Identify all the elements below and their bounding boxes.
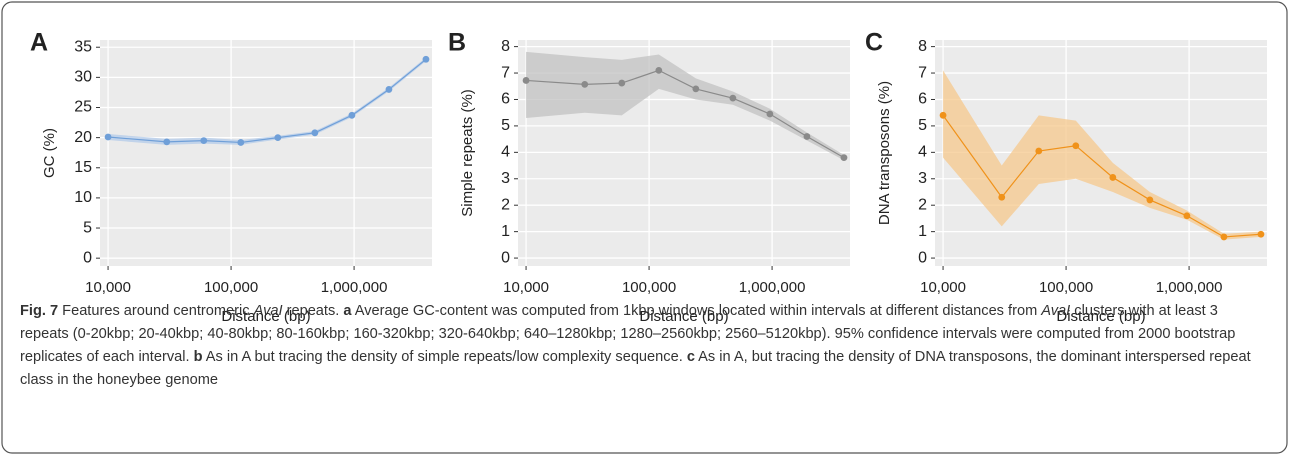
y-tick-label: 30 (74, 69, 92, 86)
point (385, 86, 393, 93)
point (422, 55, 430, 63)
y-tick-label: 8 (918, 38, 927, 55)
caption-run: AvaI (253, 303, 283, 319)
caption-run: As in A but tracing the density of simpl… (202, 349, 687, 365)
confidence-band (943, 70, 1261, 240)
caption-run: Fig. 7 (20, 303, 59, 319)
x-tick-label: 1,000,000 (321, 279, 388, 296)
x-tick-label: 100,000 (204, 279, 258, 296)
x-tick-label: 1,000,000 (1156, 279, 1223, 296)
x-axis-label: Distance (bp) (1056, 308, 1145, 325)
x-tick-label: 1,000,000 (739, 279, 806, 296)
x-axis-label: Distance (bp) (639, 308, 728, 325)
point (522, 77, 530, 84)
point (348, 111, 356, 119)
x-tick-label: 100,000 (1039, 279, 1093, 296)
point (1035, 147, 1043, 155)
point (840, 154, 848, 162)
point (237, 139, 245, 146)
caption-run: b (193, 349, 203, 365)
y-tick-label: 4 (918, 144, 927, 161)
point (311, 129, 319, 137)
point (581, 81, 589, 88)
point (766, 110, 774, 118)
y-tick-label: 3 (501, 170, 510, 187)
point (803, 133, 811, 140)
y-tick-label: 20 (74, 129, 92, 146)
y-tick-label: 1 (918, 223, 927, 240)
caption: Fig. 7 Features around centromeric AvaI … (20, 300, 1270, 392)
x-tick-label: 10,000 (503, 279, 549, 296)
y-tick-label: 6 (501, 91, 510, 108)
caption-run: AvaI (1041, 303, 1071, 319)
point (104, 133, 112, 141)
caption-run: Average GC-content was computed from 1kb… (351, 303, 1042, 319)
y-tick-label: 6 (918, 91, 927, 108)
point (1257, 230, 1265, 238)
y-tick-label: 10 (74, 189, 92, 206)
y-tick-label: 7 (501, 64, 510, 81)
point (692, 85, 700, 93)
y-tick-label: 5 (83, 219, 92, 236)
caption-run: a (343, 303, 352, 319)
caption-run: Features around centromeric (58, 303, 254, 319)
point (729, 94, 737, 102)
point (1109, 174, 1117, 181)
point (618, 79, 626, 87)
y-tick-label: 4 (501, 144, 510, 161)
panel-label: B (448, 29, 466, 57)
caption-run: As in A, but tracing the density of DNA … (20, 349, 1251, 388)
y-tick-label: 25 (74, 99, 92, 116)
point (274, 134, 282, 142)
x-tick-label: 100,000 (622, 279, 676, 296)
y-tick-label: 2 (501, 196, 510, 213)
y-tick-label: 2 (918, 196, 927, 213)
plot-background (100, 40, 432, 266)
point (655, 66, 663, 74)
point (1146, 196, 1154, 204)
y-tick-label: 0 (83, 249, 92, 266)
point (200, 137, 208, 145)
caption-run: clusters with at least 3 repeats (0-20kb… (20, 303, 1236, 365)
caption-run: c (686, 349, 695, 365)
y-tick-label: 7 (918, 64, 927, 81)
point (939, 111, 947, 119)
y-tick-label: 0 (501, 249, 510, 266)
caption-run: repeats. (282, 303, 344, 319)
y-tick-label: 5 (501, 117, 510, 134)
point (1220, 233, 1228, 241)
x-tick-label: 10,000 (85, 279, 131, 296)
y-tick-label: 3 (918, 170, 927, 187)
y-tick-label: 35 (74, 38, 92, 55)
panel-label: A (30, 29, 48, 57)
point (998, 193, 1006, 201)
y-axis-label: DNA transposons (%) (876, 81, 893, 225)
y-tick-label: 15 (74, 159, 92, 176)
panel-label: C (865, 29, 883, 57)
x-axis-label: Distance (bp) (221, 308, 310, 325)
y-axis-label: Simple repeats (%) (459, 89, 476, 217)
y-tick-label: 1 (501, 223, 510, 240)
y-tick-label: 5 (918, 117, 927, 134)
confidence-band (526, 51, 844, 161)
point (1183, 212, 1191, 220)
y-tick-label: 8 (501, 38, 510, 55)
y-axis-label: GC (%) (41, 128, 58, 178)
point (1072, 142, 1080, 150)
point (163, 138, 171, 146)
x-tick-label: 10,000 (920, 279, 966, 296)
y-tick-label: 0 (918, 249, 927, 266)
